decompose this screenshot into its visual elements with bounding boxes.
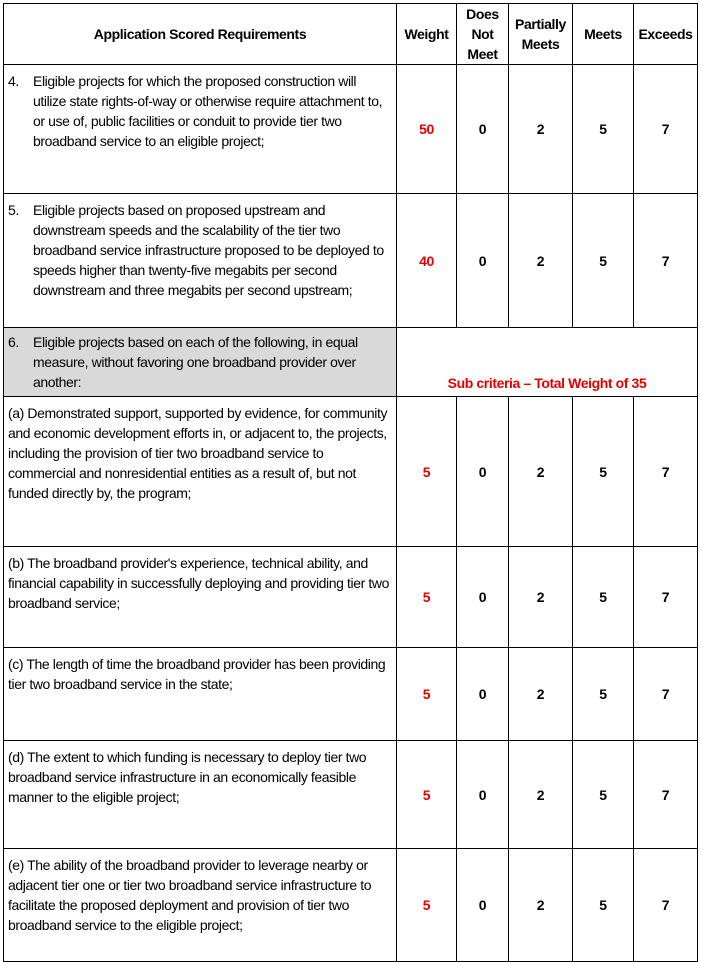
table-row: (c) The length of time the broadband pro…	[3, 647, 698, 741]
meets-cell: 5	[572, 546, 634, 648]
weight-cell: 40	[396, 193, 457, 328]
item-number: 5.	[8, 202, 19, 218]
partially-meets-cell: 2	[508, 848, 573, 962]
meets-cell: 5	[572, 740, 634, 849]
does-not-meet-cell: 0	[456, 848, 509, 962]
partially-meets-cell: 2	[508, 546, 573, 648]
weight-cell: 5	[396, 396, 457, 547]
meets-cell: 5	[572, 64, 634, 194]
does-not-meet-cell: 0	[456, 64, 509, 194]
requirement-text: (c) The length of time the broadband pro…	[8, 656, 386, 692]
requirement-text: (e) The ability of the broadband provide…	[8, 857, 372, 933]
table-row: 4. Eligible projects for which the propos…	[3, 64, 698, 194]
weight-cell: 5	[396, 740, 457, 849]
meets-cell: 5	[572, 193, 634, 328]
exceeds-cell: 7	[633, 396, 698, 547]
scoring-table: Application Scored Requirements Weight D…	[3, 3, 698, 962]
weight-cell: 50	[396, 64, 457, 194]
table-row: (d) The extent to which funding is neces…	[3, 740, 698, 849]
exceeds-cell: 7	[633, 848, 698, 962]
meets-cell: 5	[572, 848, 634, 962]
item-number: 4.	[8, 73, 19, 89]
requirement-text: Eligible projects for which the proposed…	[33, 73, 383, 149]
partially-meets-cell: 2	[508, 396, 573, 547]
table-row: (b) The broadband provider's experience,…	[3, 546, 698, 648]
sub-criteria-note: Sub criteria – Total Weight of 35	[396, 327, 698, 397]
table-row: 5. Eligible projects based on proposed up…	[3, 193, 698, 328]
requirement-text: (a) Demonstrated support, supported by e…	[8, 405, 388, 501]
header-row: Application Scored Requirements Weight D…	[3, 3, 698, 65]
item-number: 6.	[8, 334, 19, 350]
does-not-meet-cell: 0	[456, 647, 509, 741]
does-not-meet-cell: 0	[456, 193, 509, 328]
header-partially-meets: Partially Meets	[508, 3, 573, 65]
does-not-meet-cell: 0	[456, 740, 509, 849]
exceeds-cell: 7	[633, 193, 698, 328]
header-requirements: Application Scored Requirements	[3, 3, 397, 65]
partially-meets-cell: 2	[508, 193, 573, 328]
does-not-meet-cell: 0	[456, 546, 509, 648]
header-meets: Meets	[572, 3, 634, 65]
exceeds-cell: 7	[633, 64, 698, 194]
exceeds-cell: 7	[633, 647, 698, 741]
exceeds-cell: 7	[633, 740, 698, 849]
requirement-text: Eligible projects based on proposed upst…	[33, 202, 384, 298]
meets-cell: 5	[572, 396, 634, 547]
table-row: (e) The ability of the broadband provide…	[3, 848, 698, 962]
requirement-text: (b) The broadband provider's experience,…	[8, 555, 389, 611]
exceeds-cell: 7	[633, 546, 698, 648]
partially-meets-cell: 2	[508, 64, 573, 194]
meets-cell: 5	[572, 647, 634, 741]
weight-cell: 5	[396, 647, 457, 741]
weight-cell: 5	[396, 546, 457, 648]
requirement-text: (d) The extent to which funding is neces…	[8, 749, 367, 805]
does-not-meet-cell: 0	[456, 396, 509, 547]
weight-cell: 5	[396, 848, 457, 962]
table-row: (a) Demonstrated support, supported by e…	[3, 396, 698, 547]
requirement-text: Eligible projects based on each of the f…	[33, 334, 358, 390]
header-does-not-meet: Does Not Meet	[456, 3, 509, 65]
group-row: 6. Eligible projects based on each of the…	[3, 327, 698, 397]
partially-meets-cell: 2	[508, 647, 573, 741]
header-exceeds: Exceeds	[633, 3, 698, 65]
partially-meets-cell: 2	[508, 740, 573, 849]
header-weight: Weight	[396, 3, 457, 65]
